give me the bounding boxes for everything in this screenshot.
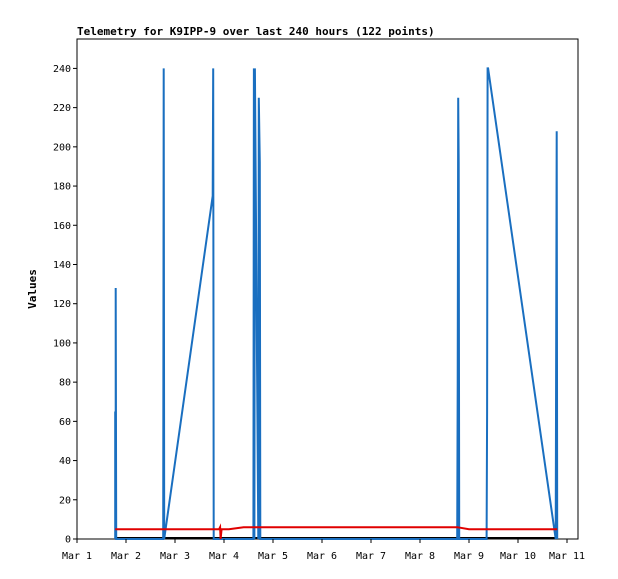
y-tick-label: 20 — [59, 495, 71, 506]
x-tick-label: Mar 5 — [258, 551, 288, 562]
series-line-1 — [114, 67, 559, 540]
y-tick-label: 140 — [53, 260, 71, 271]
series-line-2 — [115, 523, 558, 540]
y-tick-label: 200 — [53, 142, 71, 153]
x-tick-label: Mar 3 — [160, 551, 190, 562]
x-tick-label: Mar 6 — [307, 551, 337, 562]
plot-area — [76, 38, 579, 540]
y-tick-label: 80 — [59, 378, 71, 389]
y-tick-label: 220 — [53, 103, 71, 114]
y-tick-label: 180 — [53, 182, 71, 193]
y-tick-label: 0 — [65, 535, 71, 546]
y-tick-label: 240 — [53, 64, 71, 75]
y-axis-label: Values — [26, 269, 39, 309]
series-layer — [114, 67, 559, 540]
y-tick-label: 160 — [53, 221, 71, 232]
chart-title: Telemetry for K9IPP-9 over last 240 hour… — [77, 25, 435, 38]
x-tick-label: Mar 8 — [405, 551, 435, 562]
x-tick-label: Mar 2 — [111, 551, 141, 562]
y-tick-label: 100 — [53, 338, 71, 349]
y-tick-label: 60 — [59, 417, 71, 428]
x-tick-label: Mar 10 — [500, 551, 536, 562]
x-tick-label: Mar 4 — [209, 551, 239, 562]
x-tick-label: Mar 7 — [356, 551, 386, 562]
axes: 0 20 40 60 80 100 120 140 160 180 200 220 240 Mar 1 Ma… — [53, 64, 585, 562]
y-tick-label: 40 — [59, 456, 71, 467]
x-tick-label: Mar 11 — [549, 551, 585, 562]
y-tick-label: 120 — [53, 299, 71, 310]
x-tick-label: Mar 1 — [62, 551, 92, 562]
x-tick-label: Mar 9 — [454, 551, 484, 562]
